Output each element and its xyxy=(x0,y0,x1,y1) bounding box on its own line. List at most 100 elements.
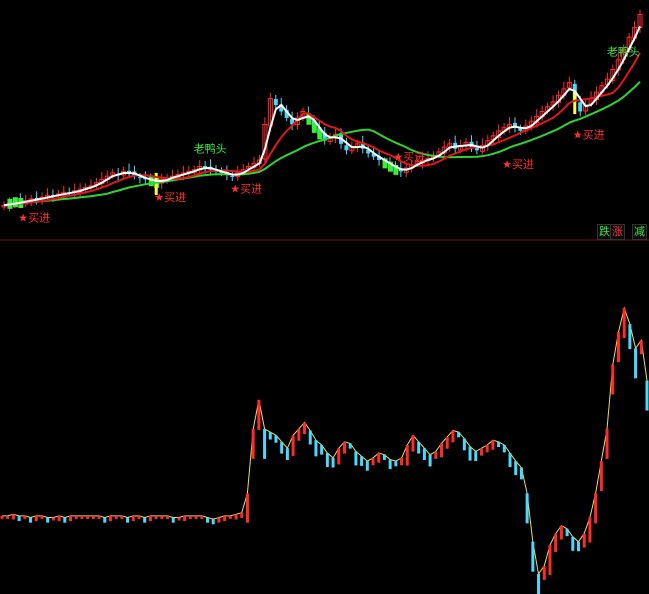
indicator-bar xyxy=(360,456,364,466)
ma-short-line xyxy=(3,25,641,207)
indicator-bar xyxy=(337,448,341,465)
candle-body xyxy=(284,110,289,118)
indicator-bar xyxy=(251,428,255,459)
indicator-button-2[interactable]: 减 xyxy=(632,224,647,240)
indicator-bar xyxy=(308,430,312,445)
indicator-bar xyxy=(234,514,238,520)
ma-mid-line xyxy=(3,52,641,207)
indicator-bar xyxy=(474,451,478,462)
indicator-bar xyxy=(240,512,244,518)
candle-body xyxy=(344,145,349,151)
candle-body xyxy=(366,149,371,154)
indicator-line xyxy=(2,306,648,576)
indicator-bar xyxy=(497,441,501,447)
indicator-bar xyxy=(86,515,90,519)
indicator-bar xyxy=(114,515,118,519)
indicator-bar xyxy=(143,517,147,523)
candlestick-panel xyxy=(1,9,643,212)
indicator-bar xyxy=(377,453,381,463)
indicator-bar xyxy=(365,461,369,471)
indicator-bar xyxy=(537,573,541,594)
indicator-bar xyxy=(628,324,632,350)
indicator-bar xyxy=(605,428,609,459)
indicator-bar xyxy=(348,443,352,449)
indicator-bar xyxy=(63,517,67,523)
indicator-bar xyxy=(417,441,421,454)
indicator-bar xyxy=(291,435,295,456)
indicator-bar xyxy=(97,515,101,519)
indicator-bar xyxy=(51,517,55,521)
indicator-bar xyxy=(23,515,27,519)
candle-body xyxy=(578,102,583,112)
indicator-bar xyxy=(194,515,198,519)
indicator-bar xyxy=(137,515,141,519)
indicator-bar xyxy=(577,541,581,552)
indicator-bar xyxy=(257,399,261,430)
indicator-bar xyxy=(531,541,535,572)
indicator-bar xyxy=(411,435,415,452)
indicator-bar xyxy=(80,515,84,519)
indicator-bar xyxy=(148,515,152,522)
indicator-bar xyxy=(285,448,289,461)
indicator-bar xyxy=(188,515,192,519)
candle-body xyxy=(512,122,517,128)
indicator-bar xyxy=(34,515,38,522)
indicator-bar xyxy=(320,445,324,455)
candle-body xyxy=(230,176,235,178)
candle-body xyxy=(137,177,142,179)
indicator-bar xyxy=(588,517,592,543)
indicator-bar xyxy=(40,515,44,519)
indicator-bar xyxy=(131,515,135,522)
indicator-bar xyxy=(462,438,466,451)
indicator-bar xyxy=(405,445,409,466)
indicator-bar xyxy=(394,461,398,467)
indicator-bar xyxy=(542,565,546,580)
indicator-bar xyxy=(645,380,649,411)
indicator-bar xyxy=(354,451,358,466)
indicator-bar xyxy=(126,517,130,523)
indicator-bar xyxy=(554,533,558,553)
indicator-bar xyxy=(205,517,209,523)
indicator-bar xyxy=(388,459,392,470)
indicator-bar xyxy=(616,332,620,363)
candle-body xyxy=(290,118,295,125)
indicator-bar xyxy=(342,441,346,454)
signal-bar xyxy=(12,197,18,208)
indicator-bar xyxy=(434,451,438,459)
candle-body xyxy=(203,165,208,169)
indicator-bar xyxy=(599,461,603,492)
candle-body xyxy=(322,132,327,141)
indicator-bar xyxy=(228,515,232,519)
signal-bar xyxy=(317,129,323,140)
indicator-bar xyxy=(611,364,615,395)
indicator-bar xyxy=(217,517,221,523)
indicator-bar xyxy=(103,517,107,523)
indicator-bar xyxy=(0,515,4,519)
indicator-bar xyxy=(245,493,249,523)
candle-body xyxy=(273,99,278,106)
indicator-bar xyxy=(108,515,112,522)
indicator-bar xyxy=(211,519,215,525)
indicator-bar xyxy=(200,515,204,519)
indicator-bar xyxy=(634,348,638,379)
indicator-bar xyxy=(91,515,95,519)
indicator-bar xyxy=(565,528,569,537)
indicator-bar xyxy=(6,515,10,519)
indicator-bar xyxy=(445,436,449,449)
indicator-bar xyxy=(622,308,626,339)
signal-bar-yellow xyxy=(573,92,577,115)
indicator-bar xyxy=(331,457,335,468)
indicator-bar xyxy=(183,515,187,522)
candle-body xyxy=(371,153,376,157)
indicator-bar xyxy=(57,515,61,522)
indicator-bar xyxy=(382,454,386,460)
signal-bar xyxy=(393,164,399,175)
indicator-bar xyxy=(154,515,158,519)
indicator-bar xyxy=(314,440,318,457)
buy-signal-label: ★买进 xyxy=(230,183,262,196)
indicator-button-1[interactable]: 涨 xyxy=(610,224,625,240)
indicator-bar xyxy=(428,454,432,467)
candle-body xyxy=(518,128,523,131)
